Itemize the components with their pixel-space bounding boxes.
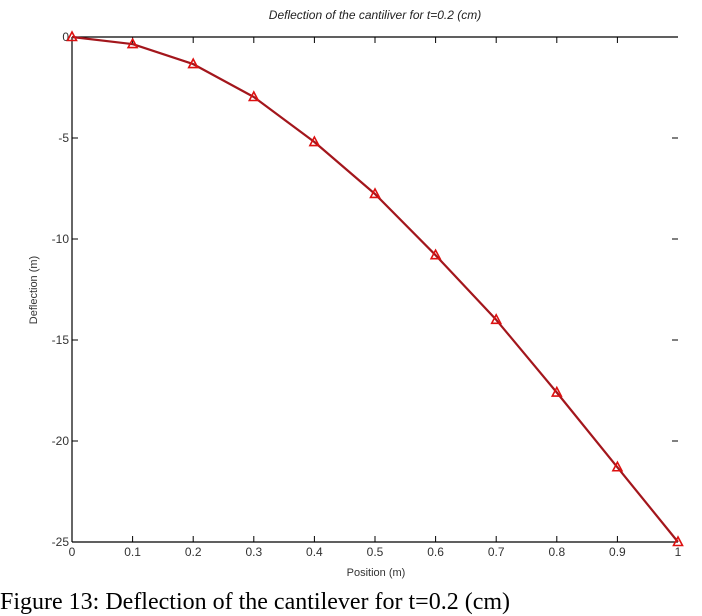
triangle-marker [611,460,624,472]
y-tick-label: -25 [52,535,70,549]
series-line [71,35,679,543]
triangle-marker [187,57,200,69]
y-tick-label: -10 [52,232,70,246]
triangle-marker [66,30,78,42]
x-tick-label: 0.9 [609,545,626,559]
y-tick-label: 0 [62,30,69,44]
x-tick-label: 1 [675,545,682,559]
triangle-marker [490,313,503,325]
data-series [66,30,684,547]
x-tick-label: 0.8 [548,545,565,559]
x-tick-label: 0.4 [306,545,323,559]
x-tick-label: 0.5 [367,545,384,559]
triangle-marker [126,37,139,49]
x-tick-label: 0.6 [427,545,444,559]
triangle-marker [247,90,260,102]
y-tick-label: -20 [52,434,70,448]
x-axis-label: Position (m) [347,567,406,579]
y-tick-label: -5 [58,131,69,145]
chart-title: Deflection of the cantiliver for t=0.2 (… [269,8,481,22]
figure-caption: Figure 13: Deflection of the cantilever … [0,589,511,615]
triangle-marker [672,535,684,547]
plot-axes: 0 0.1 0.2 0.3 0.4 0.5 0.6 0.7 0.8 0.9 1 0 -5 -10 -15 -2… [52,30,682,559]
triangle-marker [550,385,563,397]
triangle-marker [369,187,381,199]
y-axis-label: Deflection (m) [28,256,40,324]
y-tick-label: -15 [52,333,70,347]
triangle-marker [429,248,442,260]
x-tick-label: 0.3 [245,545,262,559]
x-tick-label: 0.2 [185,545,202,559]
x-tick-label: 0.7 [488,545,505,559]
x-tick-label: 0 [69,545,76,559]
x-tick-label: 0.1 [124,545,141,559]
triangle-marker [308,135,321,147]
